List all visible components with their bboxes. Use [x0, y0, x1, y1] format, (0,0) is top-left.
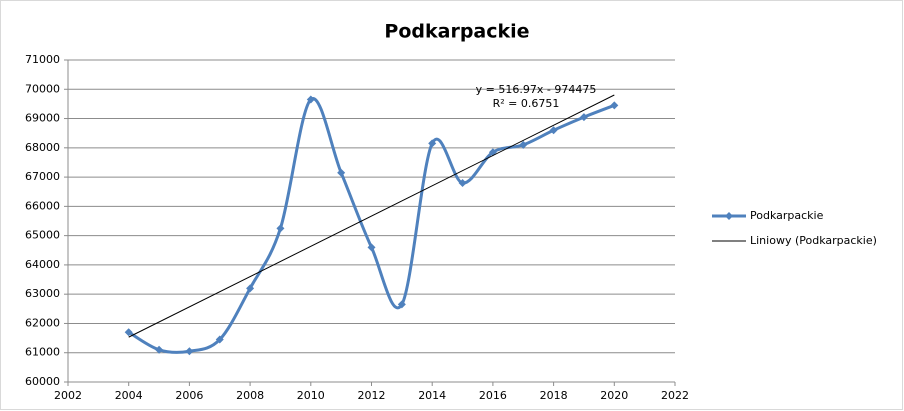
data-point: [215, 335, 224, 344]
trendline-equation: y = 516.97x - 974475: [476, 83, 597, 96]
x-tick-label: 2010: [297, 389, 325, 402]
x-tick-label: 2016: [479, 389, 507, 402]
x-tick-label: 2008: [236, 389, 264, 402]
data-point: [276, 224, 285, 233]
y-tick-label: 64000: [25, 258, 60, 271]
data-point: [458, 178, 467, 187]
y-tick-label: 60000: [25, 375, 60, 388]
y-tick-label: 67000: [25, 170, 60, 183]
legend-marker: [725, 212, 733, 220]
y-tick-label: 62000: [25, 316, 60, 329]
x-tick-label: 2004: [115, 389, 143, 402]
y-tick-label: 69000: [25, 112, 60, 125]
data-point: [428, 139, 437, 148]
trendline: [128, 94, 615, 338]
data-point: [579, 113, 588, 122]
data-point: [367, 243, 376, 252]
x-tick-label: 2020: [600, 389, 628, 402]
legend-label: Liniowy (Podkarpackie): [750, 234, 877, 247]
trendline-r2: R² = 0.6751: [493, 97, 560, 110]
y-tick-label: 66000: [25, 199, 60, 212]
data-point: [306, 95, 315, 104]
data-point: [124, 328, 133, 337]
chart-title: Podkarpackie: [384, 21, 529, 43]
x-tick-label: 2012: [358, 389, 386, 402]
y-tick-label: 68000: [25, 141, 60, 154]
legend-label: Podkarpackie: [750, 209, 824, 222]
data-point: [397, 300, 406, 309]
data-point: [519, 140, 528, 149]
y-tick-label: 61000: [25, 346, 60, 359]
y-tick-label: 70000: [25, 82, 60, 95]
x-tick-label: 2002: [54, 389, 82, 402]
data-point: [549, 126, 558, 135]
y-tick-label: 63000: [25, 287, 60, 300]
x-tick-label: 2022: [661, 389, 689, 402]
data-point: [337, 168, 346, 177]
x-tick-label: 2006: [175, 389, 203, 402]
data-point: [246, 284, 255, 293]
x-tick-label: 2014: [418, 389, 446, 402]
y-tick-label: 71000: [25, 53, 60, 66]
x-tick-label: 2018: [540, 389, 568, 402]
y-tick-label: 65000: [25, 229, 60, 242]
data-point: [155, 345, 164, 354]
data-point: [610, 101, 619, 110]
data-point: [185, 347, 194, 356]
